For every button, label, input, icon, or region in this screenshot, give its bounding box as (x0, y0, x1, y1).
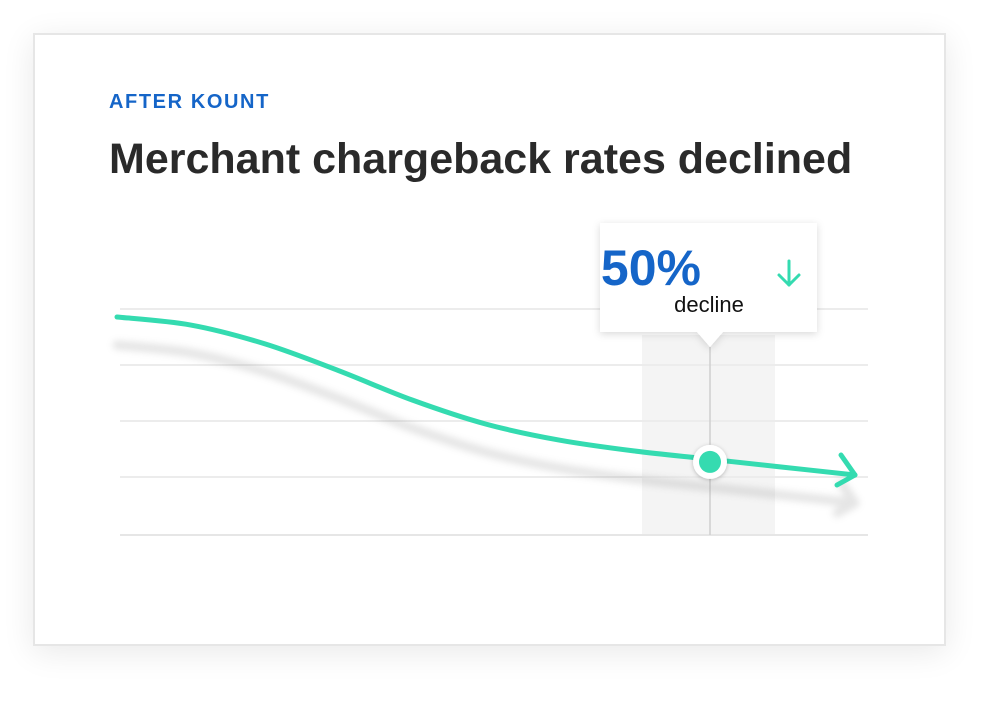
series-shadow-line (112, 340, 860, 508)
eyebrow-label: AFTER KOUNT (109, 91, 270, 113)
series-arrowhead (834, 452, 858, 488)
series-shadow-arrowhead (832, 478, 860, 518)
highlight-point-dot (699, 450, 721, 473)
chart-title: Merchant chargeback rates declined (109, 135, 853, 183)
series-line (114, 314, 858, 478)
callout-value: 50% (601, 240, 701, 296)
highlight-band (642, 335, 775, 535)
highlight-point (693, 444, 727, 479)
callout-box (600, 223, 817, 347)
callout: 50% decline (600, 223, 817, 347)
arrow-down-icon (777, 259, 801, 287)
chart-card: AFTER KOUNT Merchant chargeback rates de… (33, 33, 946, 646)
callout-label: decline (674, 292, 744, 317)
line-chart: 50% decline (112, 223, 868, 536)
series-shadow (112, 340, 860, 518)
